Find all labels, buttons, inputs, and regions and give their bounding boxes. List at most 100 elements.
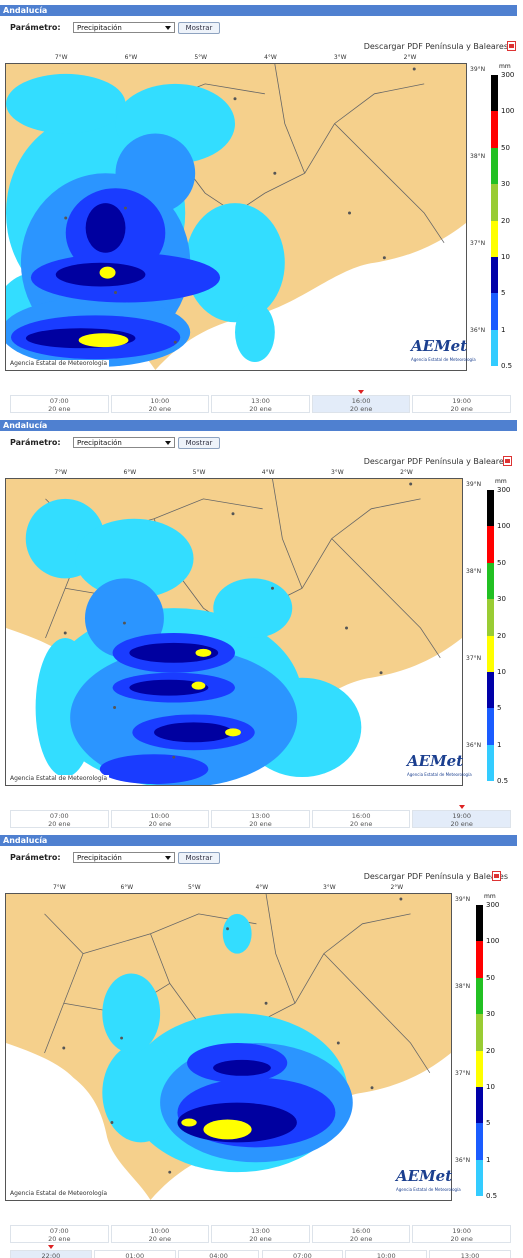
longitude-label: 7°W xyxy=(54,469,68,476)
border-line xyxy=(294,913,411,1004)
date-label: 20 ene xyxy=(148,1235,172,1243)
city-dot xyxy=(370,1086,374,1090)
latitude-label: 36°N xyxy=(455,1157,471,1164)
longitude-label: 3°W xyxy=(322,884,336,891)
precip-area xyxy=(85,203,126,253)
time-label: 10:00 xyxy=(150,1227,170,1235)
precip-area xyxy=(191,681,206,690)
time-label: 04:00 xyxy=(209,1252,228,1258)
city-dot xyxy=(231,512,235,516)
section-header: Andalucía xyxy=(0,5,517,16)
precip-area xyxy=(102,973,161,1053)
longitude-label: 5°W xyxy=(187,884,201,891)
legend-unit: mm xyxy=(495,478,507,485)
time-button[interactable]: 10:00 20 ene xyxy=(110,1225,210,1243)
city-dot xyxy=(168,1170,172,1174)
legend-label: 5 xyxy=(501,289,506,298)
legend-label: 30 xyxy=(486,1010,495,1019)
time-button[interactable]: 16:00 20 ene xyxy=(311,1225,411,1243)
show-button[interactable]: Mostrar xyxy=(178,437,220,449)
time-button[interactable]: 13:00 20 ene xyxy=(211,395,310,413)
longitude-label: 4°W xyxy=(264,54,277,61)
date-label: 20 ene xyxy=(450,405,473,413)
time-button[interactable]: 07:00 20 ene xyxy=(10,1225,109,1243)
date-label: 20 ene xyxy=(48,1235,71,1243)
legend-unit: mm xyxy=(499,63,511,70)
city-dot xyxy=(345,626,348,630)
precipitation xyxy=(102,913,353,1173)
download-link[interactable]: Descargar PDF Península y Baleares xyxy=(363,872,508,881)
legend-swatch xyxy=(476,1123,483,1160)
legend-label: 1 xyxy=(501,325,506,334)
pdf-icon[interactable] xyxy=(492,871,501,881)
time-button[interactable]: 10:00 20 ene xyxy=(110,395,210,413)
time-button[interactable]: 13:00 20 ene xyxy=(211,1225,310,1243)
legend-label: 50 xyxy=(486,973,495,982)
legend-label: 300 xyxy=(501,71,515,79)
date-label: 20 ene xyxy=(450,1235,473,1243)
precip-area xyxy=(75,518,194,599)
precip-area xyxy=(99,266,116,279)
time-label: 10:00 xyxy=(150,397,170,405)
parameter-select[interactable]: Precipitación xyxy=(73,852,175,863)
precip-area xyxy=(195,648,212,657)
legend-swatch xyxy=(491,256,498,294)
time-button[interactable]: 07:00 20 ene xyxy=(10,810,109,828)
precip-area xyxy=(213,1059,271,1076)
border-line xyxy=(274,64,306,174)
time-button[interactable]: 10:0021 ene xyxy=(345,1250,428,1258)
time-button[interactable]: 19:00 20 ene xyxy=(412,810,511,828)
legend-unit: mm xyxy=(484,893,496,900)
legend-swatch xyxy=(487,671,494,709)
time-button[interactable]: 01:0021 ene xyxy=(93,1250,176,1258)
legend-swatch xyxy=(487,490,494,527)
time-button[interactable]: 19:00 20 ene xyxy=(412,395,511,413)
longitude-label: 4°W xyxy=(261,469,275,476)
time-label: 22:00 xyxy=(41,1252,61,1258)
parameter-select[interactable]: Precipitación xyxy=(73,22,175,33)
sea xyxy=(155,222,466,370)
panel: Andalucía Parámetro: Precipitación Mostrar D… xyxy=(0,830,523,1258)
download-link[interactable]: Descargar PDF Península y Baleares xyxy=(363,42,508,51)
panel: Andalucía Parámetro: Precipitación Mostrar D… xyxy=(0,0,523,415)
precipitation xyxy=(25,498,362,785)
city-dot xyxy=(122,621,126,625)
time-button[interactable]: 04:0021 ene xyxy=(177,1250,260,1258)
city-dot xyxy=(233,97,237,101)
time-button[interactable]: 19:00 20 ene xyxy=(412,1225,511,1243)
time-button[interactable]: 07:00 20 ene xyxy=(10,395,109,413)
logo: AEMet xyxy=(407,752,464,770)
show-button[interactable]: Mostrar xyxy=(178,22,220,34)
time-button[interactable]: 13:0021 ene xyxy=(429,1250,511,1258)
show-button[interactable]: Mostrar xyxy=(178,852,220,864)
time-button[interactable]: 16:00 20 ene xyxy=(311,395,411,413)
selected-marker xyxy=(458,805,465,809)
pdf-icon[interactable] xyxy=(507,41,516,51)
legend-swatch xyxy=(491,329,498,366)
time-button[interactable]: 13:00 20 ene xyxy=(211,810,310,828)
precip-area xyxy=(129,642,219,663)
time-label: 13:00 xyxy=(251,812,270,820)
legend-label: 300 xyxy=(486,901,500,909)
legend-label: 0.5 xyxy=(501,362,513,370)
date-label: 20 ene xyxy=(249,1235,272,1243)
legend-label: 50 xyxy=(497,558,506,567)
time-button[interactable]: 10:00 20 ene xyxy=(110,810,210,828)
selected-marker xyxy=(47,1245,54,1249)
city-dot xyxy=(382,256,386,260)
time-label: 13:00 xyxy=(251,397,270,405)
border-line xyxy=(82,913,257,954)
time-button[interactable]: 16:00 20 ene xyxy=(311,810,411,828)
precip-area xyxy=(78,333,129,348)
legend-swatch xyxy=(487,635,494,672)
download-link[interactable]: Descargar PDF Península y Baleares xyxy=(363,457,508,466)
time-button[interactable]: 07:0021 ene xyxy=(261,1250,344,1258)
map xyxy=(5,63,467,371)
legend-swatch xyxy=(491,293,498,330)
parameter-select[interactable]: Precipitación xyxy=(73,437,175,448)
pdf-icon[interactable] xyxy=(503,456,512,466)
legend-label: 50 xyxy=(501,143,510,152)
border-line xyxy=(301,498,421,589)
legend-label: 0.5 xyxy=(497,777,509,785)
